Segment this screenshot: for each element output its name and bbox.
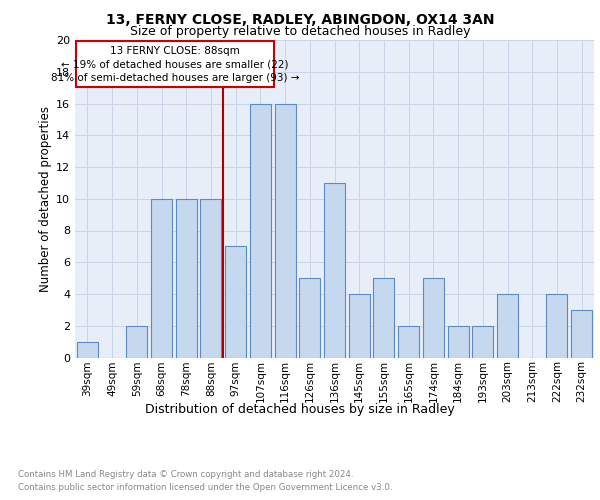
Bar — [225, 246, 246, 358]
Bar — [151, 198, 172, 358]
Bar — [373, 278, 394, 357]
Bar — [324, 183, 345, 358]
Text: Contains public sector information licensed under the Open Government Licence v3: Contains public sector information licen… — [18, 482, 392, 492]
Bar — [398, 326, 419, 358]
Text: Size of property relative to detached houses in Radley: Size of property relative to detached ho… — [130, 25, 470, 38]
FancyBboxPatch shape — [76, 42, 274, 87]
Bar — [571, 310, 592, 358]
Bar — [299, 278, 320, 357]
Bar — [497, 294, 518, 358]
Y-axis label: Number of detached properties: Number of detached properties — [39, 106, 52, 292]
Text: Contains HM Land Registry data © Crown copyright and database right 2024.: Contains HM Land Registry data © Crown c… — [18, 470, 353, 479]
Bar — [448, 326, 469, 358]
Bar — [472, 326, 493, 358]
Bar — [423, 278, 444, 357]
Bar — [126, 326, 147, 358]
Text: 81% of semi-detached houses are larger (93) →: 81% of semi-detached houses are larger (… — [51, 73, 299, 83]
Bar — [200, 198, 221, 358]
Text: 13 FERNY CLOSE: 88sqm: 13 FERNY CLOSE: 88sqm — [110, 46, 240, 56]
Bar — [250, 104, 271, 358]
Bar — [275, 104, 296, 358]
Bar — [349, 294, 370, 358]
Bar — [176, 198, 197, 358]
Text: 13, FERNY CLOSE, RADLEY, ABINGDON, OX14 3AN: 13, FERNY CLOSE, RADLEY, ABINGDON, OX14 … — [106, 12, 494, 26]
Bar — [547, 294, 568, 358]
Text: Distribution of detached houses by size in Radley: Distribution of detached houses by size … — [145, 402, 455, 415]
Bar — [77, 342, 98, 357]
Text: ← 19% of detached houses are smaller (22): ← 19% of detached houses are smaller (22… — [61, 59, 289, 69]
